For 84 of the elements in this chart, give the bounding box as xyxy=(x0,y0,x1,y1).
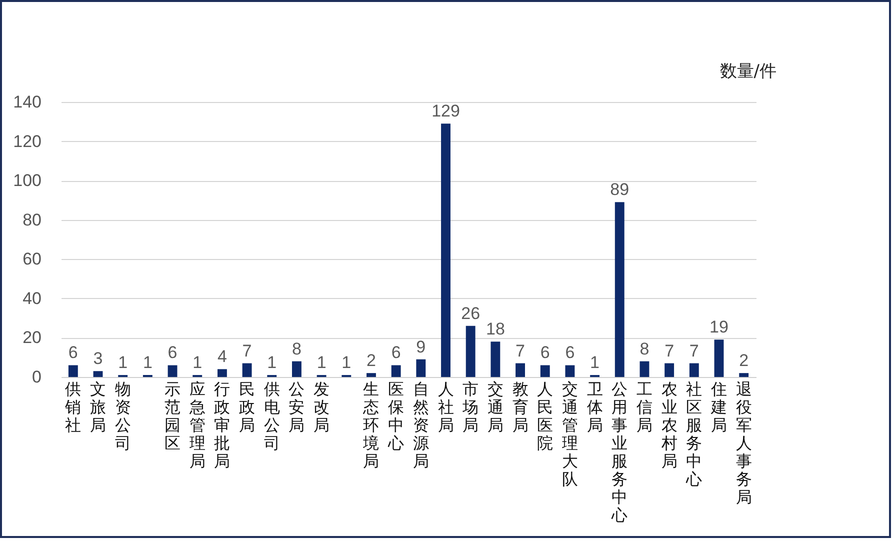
x-tick-label: 示范园区 xyxy=(164,380,181,452)
y-tick-label: 100 xyxy=(13,171,42,190)
bar xyxy=(664,363,674,377)
data-label: 7 xyxy=(664,341,674,360)
y-tick-label: 80 xyxy=(22,210,42,230)
data-label: 4 xyxy=(217,347,227,366)
data-label: 6 xyxy=(68,343,78,362)
x-tick-label: 卫体局 xyxy=(586,380,603,434)
y-axis-title: 数量/件 xyxy=(720,62,776,82)
x-tick-label: 民政局 xyxy=(239,380,256,434)
x-tick-label: 供销社 xyxy=(64,380,82,434)
bar xyxy=(93,371,103,377)
data-label: 1 xyxy=(316,353,326,372)
bar xyxy=(516,363,525,377)
x-tick-label: 文旅局 xyxy=(90,380,106,434)
data-label: 26 xyxy=(461,304,480,323)
data-label: 2 xyxy=(366,351,376,370)
data-label: 2 xyxy=(739,351,749,370)
data-label: 6 xyxy=(540,343,550,362)
bar xyxy=(242,363,252,377)
y-tick-label: 60 xyxy=(22,250,42,269)
x-tick-label: 人民医院 xyxy=(537,380,554,452)
x-tick-label: 自然资源局 xyxy=(412,380,429,470)
x-tick-label: 工信局 xyxy=(636,380,652,434)
data-label: 19 xyxy=(710,318,728,337)
data-label: 6 xyxy=(565,343,575,362)
x-tick-label: 市场局 xyxy=(462,380,479,434)
bar xyxy=(739,373,749,377)
data-label: 89 xyxy=(610,180,630,200)
bar xyxy=(168,365,178,377)
bar xyxy=(640,361,650,377)
bar xyxy=(391,365,401,377)
data-label: 1 xyxy=(142,353,152,372)
bar xyxy=(540,365,550,377)
data-label: 9 xyxy=(416,337,426,356)
x-tick-label: 交通管理大队 xyxy=(562,380,578,488)
bar xyxy=(490,342,500,377)
bar xyxy=(689,363,699,377)
data-label: 7 xyxy=(242,341,252,360)
x-tick-label: 公用事业服务中心 xyxy=(610,380,628,524)
x-tick-label: 教育局 xyxy=(512,380,528,434)
x-tick-label: 应急管理局 xyxy=(188,380,206,470)
bar xyxy=(217,369,227,377)
x-tick-label: 交通局 xyxy=(487,380,504,434)
x-tick-label: 农业农村局 xyxy=(660,380,678,470)
bar xyxy=(416,359,426,377)
x-tick-label: 公安局 xyxy=(288,380,305,434)
bar xyxy=(466,326,476,377)
y-tick-label: 20 xyxy=(22,328,42,348)
data-label: 7 xyxy=(516,341,526,360)
y-tick-label: 120 xyxy=(13,132,42,151)
y-tick-label: 0 xyxy=(32,368,42,386)
data-label: 129 xyxy=(432,102,460,121)
data-label: 6 xyxy=(168,343,178,362)
bar xyxy=(292,361,302,377)
data-label: 8 xyxy=(292,339,302,358)
bar xyxy=(565,365,575,377)
x-tick-label: 行政审批局 xyxy=(214,380,230,470)
x-tick-label: 社区服务中心 xyxy=(685,380,702,488)
data-label: 3 xyxy=(93,349,103,368)
bar xyxy=(614,202,624,377)
data-label: 6 xyxy=(391,343,401,362)
y-tick-label: 40 xyxy=(22,288,42,308)
x-tick-label: 生态环境局 xyxy=(362,380,380,470)
x-tick-label: 住建局 xyxy=(710,380,727,434)
data-label: 1 xyxy=(192,353,202,372)
y-tick-label: 140 xyxy=(13,92,42,112)
x-tick-label: 供电公司 xyxy=(264,380,280,452)
data-label: 1 xyxy=(118,353,128,372)
x-tick-label: 人社局 xyxy=(438,380,454,434)
bar xyxy=(714,340,724,377)
data-label: 1 xyxy=(267,353,277,372)
data-label: 1 xyxy=(342,353,352,372)
x-tick-label: 退役军人事务局 xyxy=(736,380,752,506)
x-tick-label: 医保中心 xyxy=(387,380,404,452)
data-label: 8 xyxy=(640,339,650,358)
data-label: 18 xyxy=(486,320,505,339)
x-tick-label: 发改局 xyxy=(314,380,330,434)
x-tick-label: 物资公司 xyxy=(114,380,131,452)
data-label: 7 xyxy=(689,341,699,360)
bar xyxy=(366,373,376,377)
bar xyxy=(68,365,78,377)
bar xyxy=(441,124,450,377)
data-label: 1 xyxy=(590,353,600,372)
